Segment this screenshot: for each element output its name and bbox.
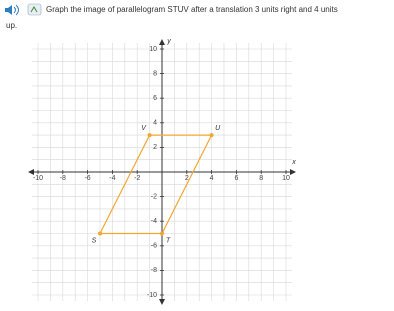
x-tick-label: 6 [234, 175, 238, 182]
y-axis-label: y [166, 38, 171, 45]
y-tick-label: -8 [151, 267, 157, 274]
x-tick-label: 10 [282, 175, 290, 182]
y-tick-label: 2 [153, 144, 157, 151]
vertex-label: T [166, 237, 171, 244]
vertex-point [98, 231, 102, 236]
vertex-point [147, 133, 152, 138]
coordinate-plane[interactable]: x y -10 -8 -6 -4 -2 2 4 6 8 10 -10 -8 -6 -4 -2 2 4 6 8 10 S T U V [28, 38, 296, 305]
y-tick-label: 10 [149, 46, 157, 53]
math-icon[interactable] [27, 3, 42, 16]
x-tick-label: -8 [60, 175, 66, 182]
y-tick-label: -6 [151, 243, 157, 250]
x-tick-label: -10 [33, 175, 43, 182]
y-tick-label: -2 [151, 193, 157, 200]
question-text: Graph the image of parallelogram STUV af… [46, 5, 338, 14]
y-tick-label: 8 [153, 70, 157, 77]
vertex-label: S [92, 237, 97, 244]
x-tick-label: 8 [259, 175, 263, 182]
x-tick-label: -2 [134, 175, 140, 182]
vertex-point [209, 133, 214, 138]
y-tick-label: -4 [151, 218, 157, 225]
x-tick-label: 2 [185, 175, 189, 182]
x-tick-label: 4 [210, 175, 214, 182]
x-tick-label: -4 [109, 175, 115, 182]
y-tick-label: -10 [147, 292, 157, 299]
vertex-label: V [141, 125, 147, 132]
audio-button[interactable] [5, 4, 19, 16]
x-axis-label: x [291, 159, 296, 166]
question-text-end: up. [6, 21, 17, 30]
vertex-label: U [215, 125, 221, 132]
x-tick-label: -6 [84, 175, 90, 182]
y-tick-label: 4 [153, 120, 157, 127]
vertex-point [160, 231, 164, 236]
y-tick-label: 6 [153, 95, 157, 102]
